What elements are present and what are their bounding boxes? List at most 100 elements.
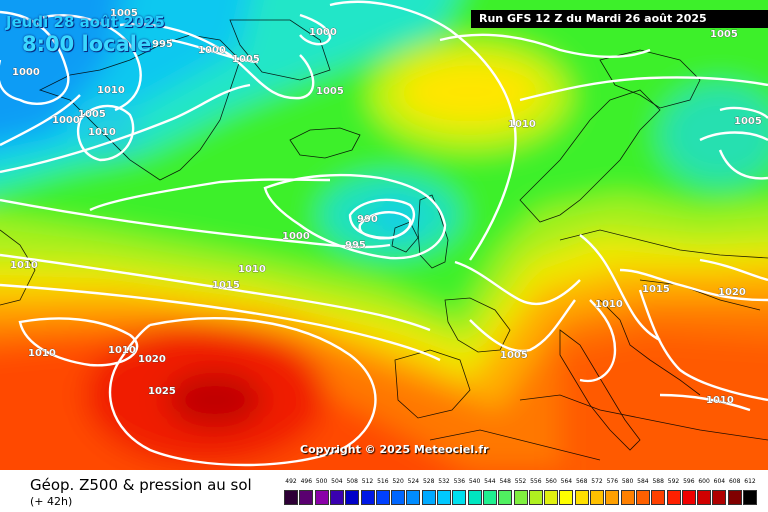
legend-color-swatch (284, 490, 298, 505)
isobar-label: 1010 (595, 299, 623, 310)
legend-color-swatch (345, 490, 360, 505)
coastlines (0, 19, 768, 461)
legend-value-label: 544 (484, 478, 496, 485)
legend-value-label: 500 (315, 478, 328, 485)
isobar-label: 1010 (508, 119, 536, 130)
legend-value-label: 572 (591, 478, 603, 485)
lead-time: (+ 42h) (30, 495, 73, 508)
isobar-label: 1000 (282, 231, 310, 242)
legend-color-swatch (666, 490, 681, 505)
isobar-label: 1005 (316, 86, 344, 97)
isobar-label: 1010 (88, 127, 116, 138)
legend-value-label: 532 (438, 478, 450, 485)
legend-value-label: 580 (621, 478, 634, 485)
isobar-label: 1020 (718, 287, 746, 298)
legend-color-swatch (421, 490, 436, 505)
legend-value-label: 604 (713, 478, 726, 485)
legend-color-swatch (406, 490, 421, 505)
legend-value-label: 492 (285, 478, 297, 485)
legend-value-label: 568 (575, 478, 588, 485)
isobar-label: 1010 (238, 264, 266, 275)
geopotential-field: 1005 995 1000 1000 1000 1005 1010 1005 1… (0, 0, 768, 470)
legend-color-swatch (727, 490, 742, 505)
legend-color-swatch (467, 490, 482, 505)
legend-value-label: 504 (331, 478, 343, 485)
legend-value-label: 536 (453, 478, 466, 485)
legend-value-label: 560 (545, 478, 557, 485)
isobar-label: 1005 (500, 350, 528, 361)
legend-value-label: 508 (346, 478, 358, 485)
isobar-label: 1005 (734, 116, 762, 127)
legend-color-swatch (299, 490, 314, 505)
legend-value-label: 524 (407, 478, 420, 485)
legend-value-label: 540 (468, 478, 481, 485)
legend-value-label: 552 (514, 478, 527, 485)
legend-color-swatch (391, 490, 406, 505)
legend-color-swatch (712, 490, 727, 505)
legend-value-label: 516 (377, 478, 389, 485)
isobar-label: 1000 (12, 67, 40, 78)
legend-color-swatch (590, 490, 604, 505)
legend-color-swatch (329, 490, 344, 505)
legend-value-label: 528 (422, 478, 435, 485)
legend-value-label: 548 (499, 478, 511, 485)
legend-value-label: 596 (683, 478, 695, 485)
legend-value-label: 564 (560, 478, 573, 485)
isobar-label: 1015 (212, 280, 240, 291)
legend-color-swatch (452, 490, 467, 505)
legend-value-label: 584 (637, 478, 649, 485)
isobar-label: 1000 (198, 45, 226, 56)
isobar-label: 995 (152, 39, 173, 50)
legend-value-label: 588 (652, 478, 664, 485)
legend-color-swatch (681, 490, 696, 505)
legend-value-label: 512 (361, 478, 374, 485)
isobars (0, 0, 768, 467)
legend-value-label: 556 (530, 478, 542, 485)
local-time: 8:00 locale (22, 32, 152, 56)
copyright-notice: Copyright © 2025 Meteociel.fr (300, 443, 489, 456)
weather-map: 1005 995 1000 1000 1000 1005 1010 1005 1… (0, 0, 768, 470)
legend-color-swatch (635, 490, 650, 505)
run-info-banner: Run GFS 12 Z du Mardi 26 août 2025 (471, 10, 768, 28)
isobar-label: 1005 (110, 8, 138, 19)
legend-value-label: 600 (698, 478, 710, 485)
legend-color-swatch (544, 490, 559, 505)
legend-color-swatch (528, 490, 543, 505)
product-title: Géop. Z500 & pression au sol (30, 476, 252, 494)
legend-color-swatch (437, 490, 451, 505)
isobar-label: 1000 (309, 27, 337, 38)
isobar-label: 1015 (642, 284, 670, 295)
legend-color-swatch (574, 490, 589, 505)
legend-value-label: 612 (744, 478, 756, 485)
isobar-label: 1025 (148, 386, 176, 397)
isobar-label: 1010 (706, 395, 734, 406)
legend-value-label: 496 (300, 478, 313, 485)
isobar-label: 1010 (108, 345, 136, 356)
isobar-label: 1005 (710, 29, 738, 40)
isobar-label: 995 (345, 240, 366, 251)
isobar-label: 1010 (97, 85, 125, 96)
valid-date: Jeudi 28 août 2025 (6, 13, 165, 31)
isobar-label: 1005 (232, 54, 260, 65)
isobar-label: 1020 (138, 354, 166, 365)
geopotential-shading (0, 0, 768, 470)
legend-color-swatch (559, 490, 574, 505)
legend-value-label: 608 (728, 478, 741, 485)
isobar-label: 1005 (78, 109, 106, 120)
legend-color-swatch (314, 490, 329, 505)
legend-value-label: 592 (667, 478, 680, 485)
isobar-value-labels: 1005 995 1000 1000 1000 1005 1010 1005 1… (10, 8, 762, 407)
legend-color-swatch (375, 490, 390, 505)
legend-color-swatch (605, 490, 620, 505)
legend-color-swatch (697, 490, 712, 505)
legend-color-swatch (498, 490, 513, 505)
isobar-label: 990 (357, 214, 378, 225)
legend-color-swatch (620, 490, 635, 505)
legend-color-swatch (482, 490, 497, 505)
isobar-label: 1010 (28, 348, 56, 359)
isobar-label: 1010 (10, 260, 38, 271)
legend-value-label: 576 (606, 478, 619, 485)
legend-color-swatch (743, 490, 757, 505)
legend-value-label: 520 (392, 478, 404, 485)
footer: Géop. Z500 & pression au sol (+ 42h) 492… (0, 470, 768, 512)
